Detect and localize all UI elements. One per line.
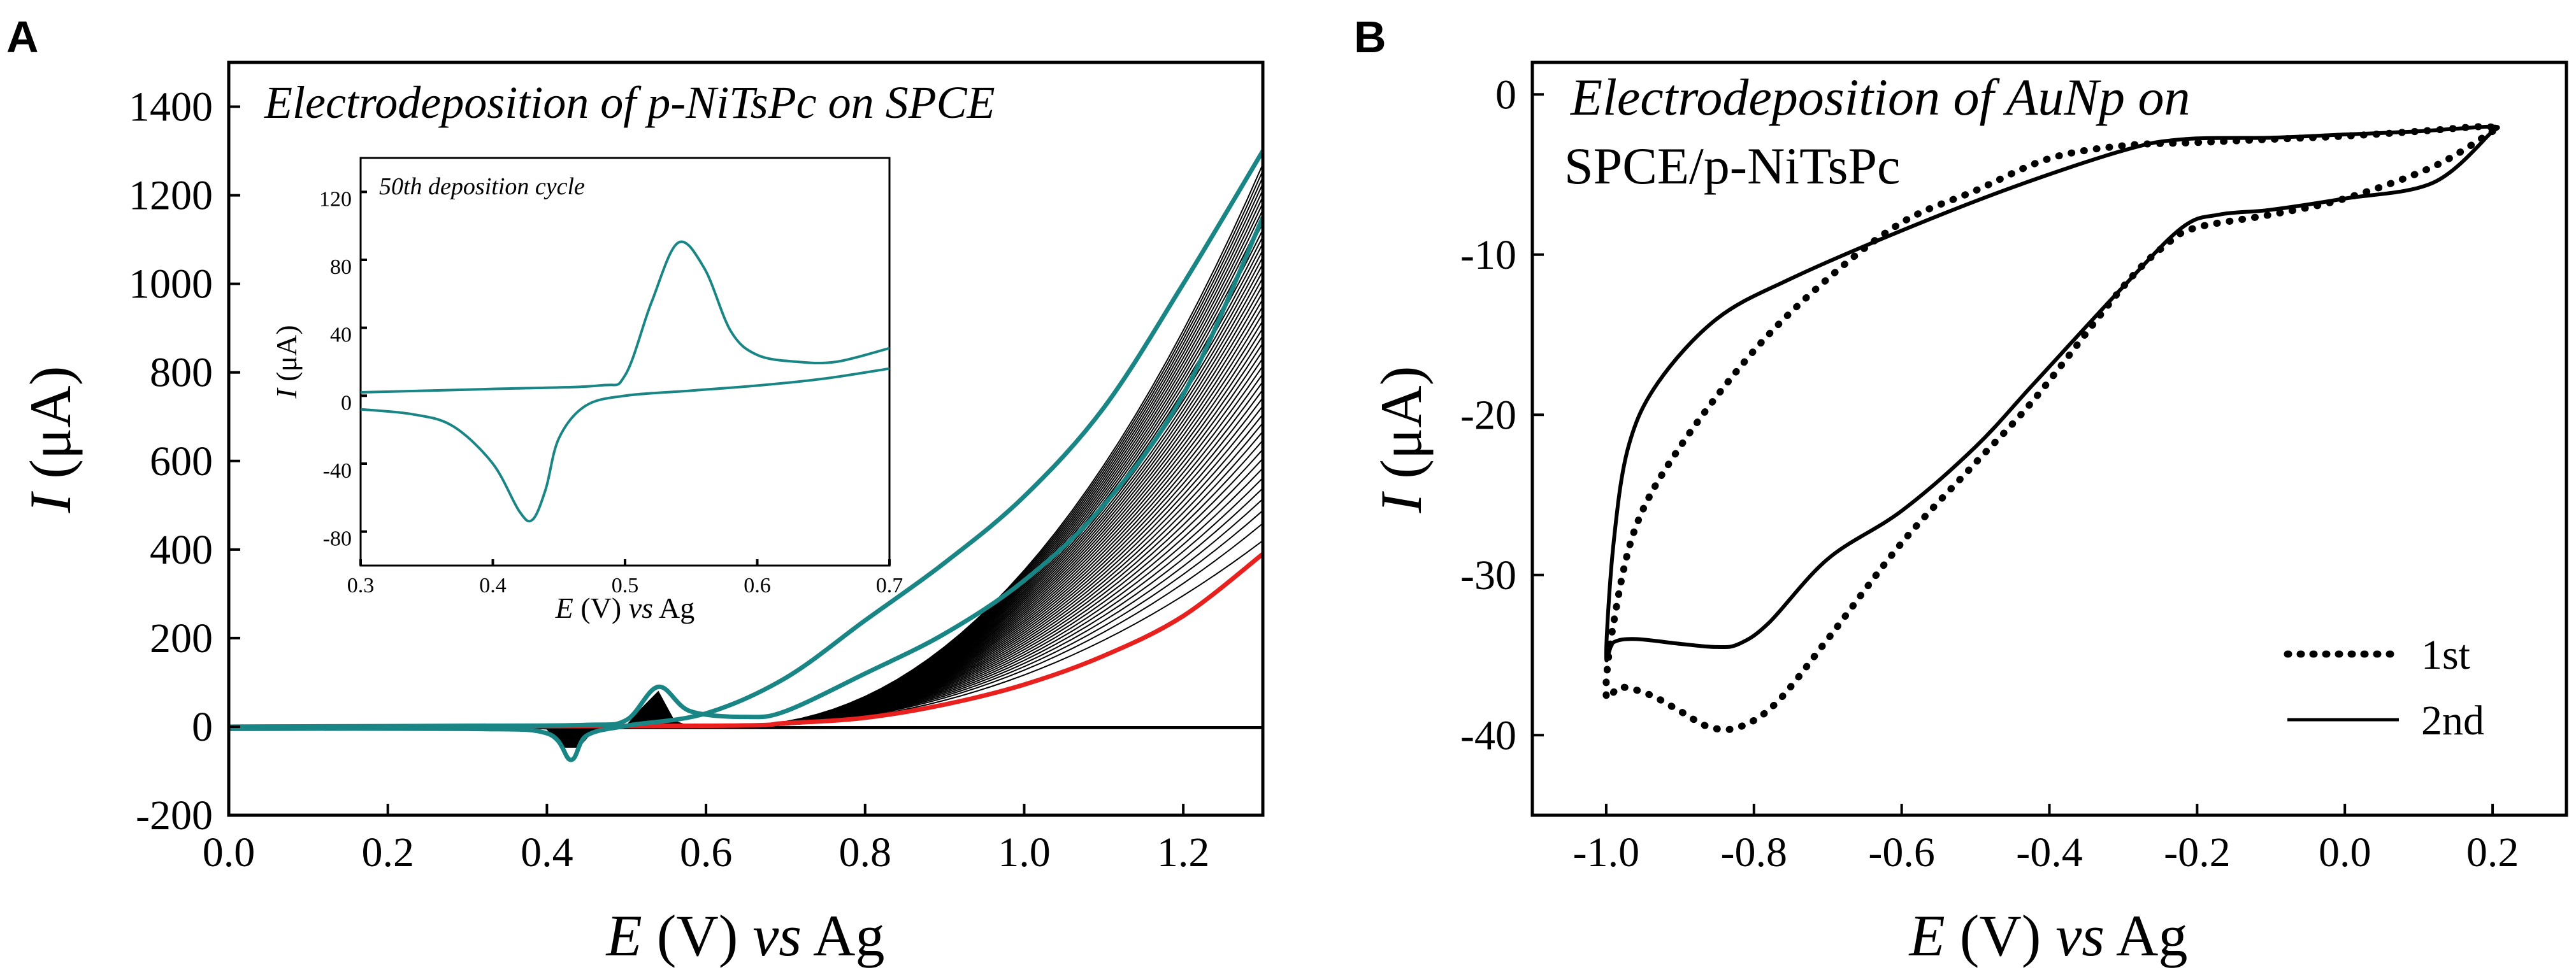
panel-a-x-tick-label: 0.6: [680, 829, 733, 876]
panel-a: A 0.0 0.2 0.4 0.6 0.8 1.0 1.2-2000200400600800…: [6, 12, 1265, 968]
panel-b-y-tick-label: -10: [1460, 232, 1516, 278]
panel-a-plot-area: 0.0 0.2 0.4 0.6 0.8 1.0 1.2-200020040060080010…: [129, 84, 1263, 876]
panel-a-frame: [227, 61, 1265, 817]
inset-y-tick-label: -80: [323, 527, 352, 551]
inset-anodic-line: [360, 240, 890, 394]
panel-b-y-tick-label: 0: [1495, 71, 1516, 118]
panel-a-x-tick-label: 0.2: [361, 829, 414, 876]
inset-y-axis-title: I (μA): [270, 325, 303, 399]
inset-y-tick-label: 80: [330, 255, 352, 279]
panel-a-y-axis-title: I (μA): [18, 366, 83, 514]
panel-b-legend: 1st 2nd: [2284, 632, 2484, 744]
panel-b-x-axis-title: E (V) vs Ag: [1908, 903, 2188, 968]
panel-a-y-tick-label: 1000: [129, 261, 213, 308]
panel-a-inset: 0.3 0.4 0.5 0.6 0.7 -80 -40 0 40 80 120 50th depos…: [270, 157, 903, 624]
panel-a-y-tick-label: -200: [136, 792, 213, 839]
inset-x-tick-label: 0.6: [744, 574, 771, 597]
legend-label-1st: 1st: [2421, 632, 2470, 678]
panel-b-label: B: [1354, 12, 1386, 62]
panel-a-y-tick-label: 0: [192, 704, 213, 750]
panel-a-x-tick-label: 1.2: [1157, 829, 1210, 876]
panel-b-x-tick-label: 0.2: [2466, 829, 2519, 876]
panel-b-title-line1: Electrodeposition of AuNp on: [1570, 68, 2191, 126]
panel-b-x-tick-label: -1.0: [1573, 829, 1639, 876]
inset-y-tick-label: 40: [330, 324, 352, 347]
panel-b-x-tick-label: -0.8: [1721, 829, 1787, 876]
inset-y-tick-label: 0: [341, 391, 352, 415]
panel-b-x-tick-label: -0.4: [2016, 829, 2082, 876]
panel-b: B -1.0 -0.8 -0.6 -0.4 -0.2 0.0 0.2 0 -10 -20 -30 -4…: [1354, 12, 2568, 968]
inset-plot-area: 0.3 0.4 0.5 0.6 0.7 -80 -40 0 40 80 120: [319, 187, 903, 597]
inset-x-tick-label: 0.3: [347, 574, 375, 597]
inset-x-axis-title: E (V) vs Ag: [555, 592, 694, 624]
panel-b-x-tick-label: 0.0: [2319, 829, 2371, 876]
cycle-50-line: [229, 150, 1263, 762]
panel-b-y-tick-label: -40: [1460, 712, 1516, 759]
panel-a-label: A: [6, 12, 39, 62]
intermediate-cycle-reverse-line: [229, 727, 1263, 748]
panel-a-x-tick-label: 0.4: [521, 829, 573, 876]
panel-b-x-tick-label: -0.2: [2164, 829, 2230, 876]
panel-a-x-tick-label: 0.8: [839, 829, 892, 876]
intermediate-cycle-reverse-line: [229, 727, 1263, 748]
panel-b-title-line2: SPCE/p-NiTsPc: [1564, 137, 1900, 195]
inset-y-tick-label: -40: [323, 459, 352, 483]
panel-a-x-axis-title: E (V) vs Ag: [605, 903, 885, 968]
panel-b-frame: [1530, 61, 2568, 817]
inset-title: 50th deposition cycle: [379, 173, 585, 200]
panel-a-y-tick-label: 400: [150, 527, 213, 573]
inset-x-tick-label: 0.7: [876, 574, 903, 597]
panel-a-title: Electrodeposition of p-NiTsPc on SPCE: [264, 77, 995, 128]
inset-x-tick-label: 0.4: [479, 574, 507, 597]
panel-b-plot-area: -1.0 -0.8 -0.6 -0.4 -0.2 0.0 0.2 0 -10 -20 -30 -40: [1460, 71, 2519, 876]
panel-a-y-tick-label: 600: [150, 438, 213, 485]
intermediate-cycle-reverse-line: [229, 727, 1263, 747]
panel-b-y-tick-label: -20: [1460, 392, 1516, 438]
panel-b-x-tick-label: -0.6: [1868, 829, 1934, 876]
inset-x-tick-label: 0.5: [612, 574, 639, 597]
panel-b-y-axis-title: I (μA): [1369, 366, 1434, 514]
panel-b-y-tick-label: -30: [1460, 552, 1516, 599]
panel-a-x-tick-label: 0.0: [203, 829, 255, 876]
inset-y-tick-label: 120: [319, 187, 352, 211]
panel-a-y-tick-label: 1200: [129, 173, 213, 219]
intermediate-cycle-reverse-line: [229, 727, 1263, 746]
panel-a-x-tick-label: 1.0: [998, 829, 1051, 876]
panel-a-y-tick-label: 200: [150, 615, 213, 662]
inset-cathodic-line: [360, 367, 890, 523]
panel-a-series-group: [229, 150, 1263, 762]
cv-1st-line: [1602, 123, 2497, 734]
cycle-50-line: [229, 216, 1263, 729]
panel-a-y-tick-label: 1400: [129, 84, 213, 131]
cv-2nd-line: [1604, 124, 2500, 662]
legend-label-2nd: 2nd: [2421, 697, 2484, 744]
panel-a-y-tick-label: 800: [150, 350, 213, 396]
